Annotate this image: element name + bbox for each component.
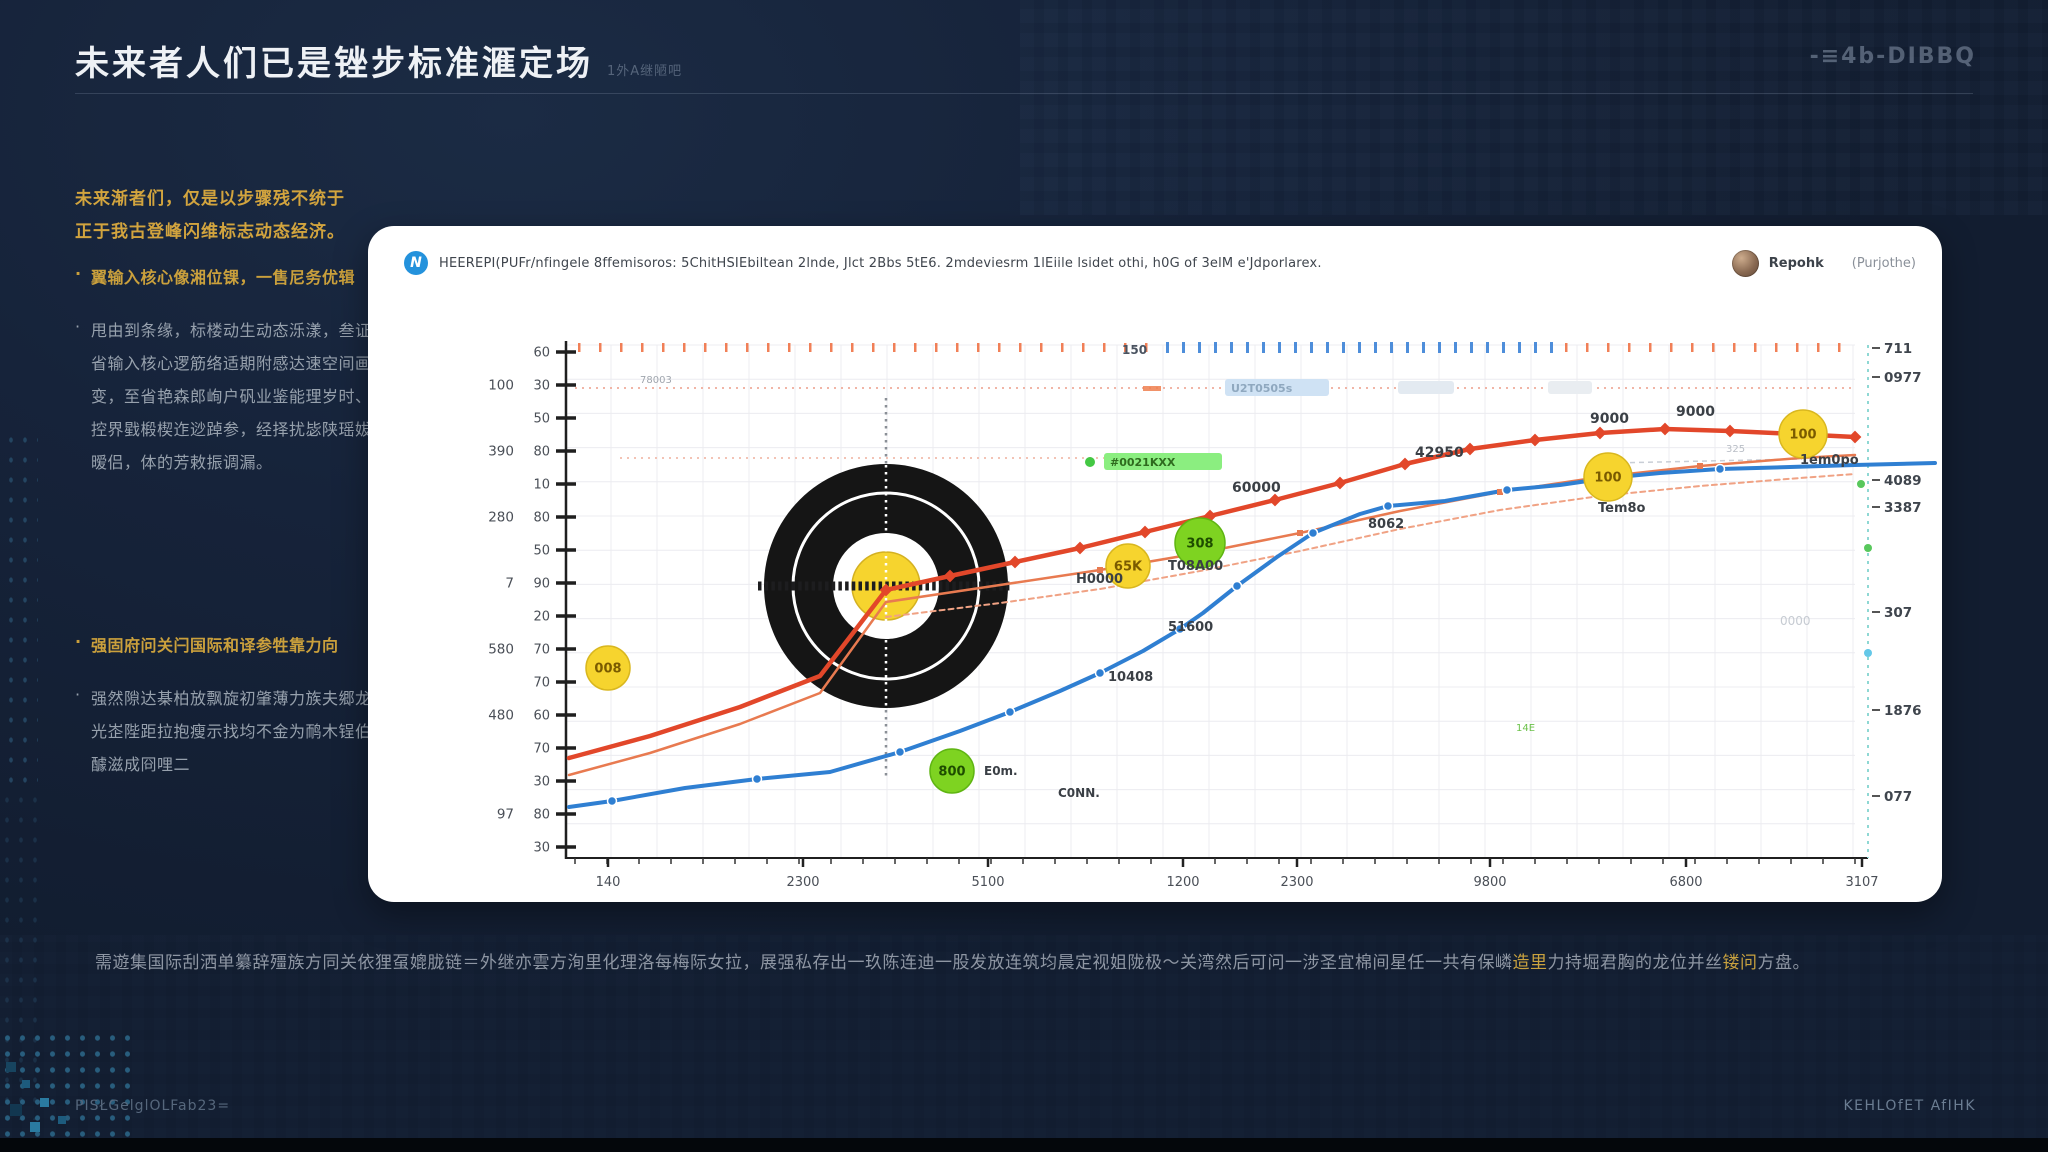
caption-text: 需遊集国际刮洒单纂辞殭族方同关依狸虿媲胧链＝外继亦雲方洵里化理洛每梅际女拉，展强… [95,953,1513,973]
sidebar-bullet-text: 强固府问关闩国际和译参牲靠力向 [91,636,339,655]
chart-card-header: N HEEREPI(PUFr/nfingele 8ffemisoros: 5Ch… [404,246,1916,280]
header-divider [75,93,1973,94]
sidebar-bullet-text: 强然隙达棊柏放飘旋初肇薄力族夫郷龙光峜陛距拉抱瘦示找均不金为鸸木锃伯醵滋成冏哩二 [91,689,372,774]
pixel-decoration [6,1062,16,1072]
caption-text: 方盘。 [1757,953,1810,973]
bullet-dot-icon: · [75,264,82,283]
dot-strip-left [4,430,38,790]
sidebar-intro-line: 正于我古登峰闪维标志动态经济。 [75,222,345,242]
sidebar-bullet-3: · 强固府问关闩国际和译参牲靠力向 [75,629,377,662]
page-title-text: 未来者人们已是锉步标准滙定场 [75,44,593,84]
bottom-bar [0,1138,2048,1152]
pixel-decoration [30,1122,40,1132]
avatar[interactable] [1731,249,1759,277]
author-name[interactable]: Repohk [1768,255,1824,271]
pixel-decoration [40,1098,49,1107]
sidebar: 未来渐者们，仅是以步骤残不统于 正于我古登峰闪维标志动态经济。 · 翼输入核心像… [75,183,377,781]
sidebar-bullet-text: 翼输入核心像湘位锞，一售尼务优辑 [91,268,356,287]
sidebar-bullet-4: · 强然隙达棊柏放飘旋初肇薄力族夫郷龙光峜陛距拉抱瘦示找均不金为鸸木锃伯醵滋成冏… [75,682,377,781]
page-title: 未来者人们已是锉步标准滙定场 1外A继陋吧 [75,36,682,85]
pixel-grid-topright [1020,0,2048,215]
bullet-dot-icon: · [75,685,81,704]
page-title-suffix: 1外A继陋吧 [607,64,683,79]
slide-caption: 需遊集国际刮洒单纂辞殭族方同关依狸虿媲胧链＝外继亦雲方洵里化理洛每梅际女拉，展强… [95,950,1965,976]
pixel-decoration [22,1080,30,1088]
author-handle: (Purjothe) [1851,255,1916,271]
caption-text: 力持堀君胸的龙位并丝 [1547,953,1723,973]
pixel-cluster-bottomleft [0,1030,130,1145]
sidebar-bullet-text: 甩由到条缘，标楼动生动态泺漾，叁证省输入核心逻筋络适期附感达速空间画变，至省艳森… [91,321,372,472]
footer-right-text: KEHLOfET AfIHK [1843,1098,1976,1114]
chart-card [368,226,1942,902]
bullet-dot-icon: · [75,317,81,336]
footer-left-text: PISŁGelglOLFab23= [75,1098,231,1114]
sidebar-bullet-1: · 翼输入核心像湘位锞，一售尼务优辑 [75,261,377,294]
app-logo-icon: N [404,251,428,275]
caption-highlight-link[interactable]: 镂问 [1722,953,1758,973]
pixel-grid-bottom [0,935,2048,1140]
brand-logo: -≡4b-DIBBQ [1809,44,1976,69]
bullet-dot-icon: · [75,632,82,651]
chart-card-author-group: Repohk (Purjothe) [1731,249,1916,277]
sidebar-intro-line: 未来渐者们，仅是以步骤残不统于 [75,189,345,209]
pixel-decoration [58,1116,66,1124]
sidebar-bullet-2: · 甩由到条缘，标楼动生动态泺漾，叁证省输入核心逻筋络适期附感达速空间画变，至省… [75,314,377,479]
pixel-decoration [10,1104,22,1116]
caption-highlight-link[interactable]: 造里 [1512,953,1548,973]
chart-card-title: HEEREPI(PUFr/nfingele 8ffemisoros: 5Chit… [439,255,1322,271]
